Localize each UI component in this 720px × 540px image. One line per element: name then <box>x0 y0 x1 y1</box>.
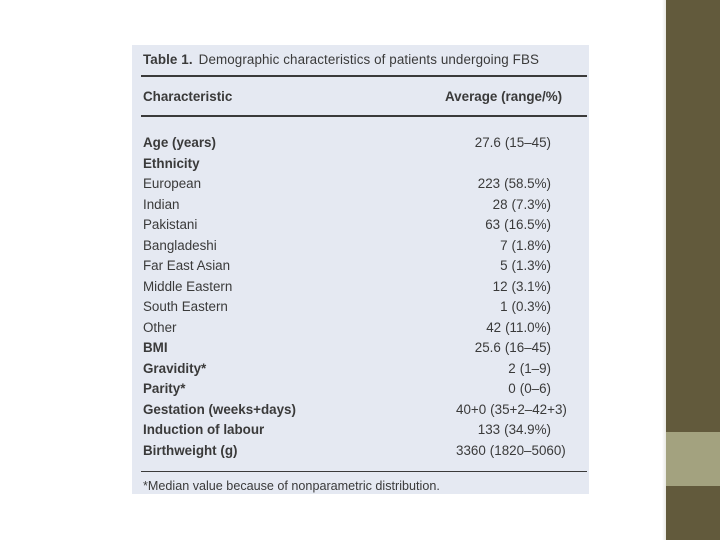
table-row: Other 42 (11.0%) <box>143 320 583 341</box>
table-image: Table 1. Demographic characteristics of p… <box>132 45 589 494</box>
row-average: 63 <box>485 217 501 232</box>
slide-sidebar-top <box>666 0 720 432</box>
table-row: Age (years) 27.6 (15–45) <box>143 135 583 156</box>
row-characteristic: Gravidity* <box>143 360 207 376</box>
row-characteristic: Indian <box>143 196 180 212</box>
row-value: 223 (58.5%) <box>456 176 551 191</box>
row-range: (34.9%) <box>504 422 551 437</box>
row-characteristic: Bangladeshi <box>143 237 217 253</box>
row-value <box>456 156 551 171</box>
row-range: (7.3%) <box>511 196 551 212</box>
row-characteristic: Ethnicity <box>143 155 200 171</box>
row-value: 133 (34.9%) <box>456 422 551 437</box>
row-average: 28 <box>492 196 508 212</box>
row-average: 27.6 <box>474 135 501 150</box>
slide-sidebar-accent <box>666 432 720 486</box>
row-range: (16–45) <box>504 340 551 355</box>
row-range: (35+2–42+3) <box>490 401 567 417</box>
row-characteristic: European <box>143 176 202 191</box>
row-characteristic: South Eastern <box>143 299 228 314</box>
row-characteristic: Other <box>143 319 177 335</box>
table-row: Birthweight (g) 3360 (1820–5060) <box>143 443 583 464</box>
row-value: 28 (7.3%) <box>456 197 551 212</box>
row-value: 3360 (1820–5060) <box>456 442 566 458</box>
table-row: Gestation (weeks+days) 40+0 (35+2–42+3) <box>143 402 583 423</box>
title-rule <box>141 75 587 77</box>
row-value: 12 (3.1%) <box>456 279 551 294</box>
row-average: 5 <box>500 258 508 273</box>
row-average: 3360 <box>456 442 486 458</box>
row-value: 1 (0.3%) <box>456 299 551 314</box>
table-row: Parity* 0 (0–6) <box>143 381 583 402</box>
table-row: Bangladeshi 7 (1.8%) <box>143 238 583 259</box>
table-row: Ethnicity <box>143 156 583 177</box>
row-range: (58.5%) <box>504 176 551 191</box>
row-average: 1 <box>500 299 508 314</box>
table-row: Far East Asian 5 (1.3%) <box>143 258 583 279</box>
row-range: (1.8%) <box>511 237 551 253</box>
row-average: 40+0 <box>456 401 487 417</box>
row-characteristic: Parity* <box>143 381 186 396</box>
row-average: 0 <box>508 381 516 396</box>
row-value: 7 (1.8%) <box>456 238 551 253</box>
row-average: 42 <box>486 319 502 335</box>
row-range: (0.3%) <box>511 299 551 314</box>
header-rule <box>141 115 587 117</box>
row-value: 40+0 (35+2–42+3) <box>456 401 567 417</box>
row-range: (1–9) <box>519 360 551 376</box>
row-characteristic: BMI <box>143 340 168 355</box>
slide-sidebar-bottom <box>666 486 720 540</box>
bottom-rule <box>141 471 587 472</box>
table-title: Table 1. Demographic characteristics of p… <box>143 52 583 67</box>
row-range: (1.3%) <box>511 258 551 273</box>
row-range: (3.1%) <box>511 278 551 294</box>
table-footnote: *Median value because of nonparametric d… <box>143 479 440 493</box>
slide-edge-shadow <box>662 0 666 540</box>
row-range: (16.5%) <box>504 217 551 232</box>
row-value: 0 (0–6) <box>456 381 551 396</box>
row-average: 12 <box>492 278 508 294</box>
row-range: (0–6) <box>519 381 551 396</box>
row-average: 223 <box>477 176 501 191</box>
row-value: 2 (1–9) <box>456 361 551 376</box>
table-body: Age (years) 27.6 (15–45) Ethnicity European 2… <box>143 135 583 463</box>
row-range: (1820–5060) <box>489 442 566 458</box>
table-row: Middle Eastern 12 (3.1%) <box>143 279 583 300</box>
header-characteristic: Characteristic <box>143 89 233 104</box>
table-row: South Eastern 1 (0.3%) <box>143 299 583 320</box>
table-row: Pakistani 63 (16.5%) <box>143 217 583 238</box>
table-row: BMI 25.6 (16–45) <box>143 340 583 361</box>
table-row: Induction of labour 133 (34.9%) <box>143 422 583 443</box>
row-value: 27.6 (15–45) <box>456 135 551 150</box>
table-caption: Demographic characteristics of patients … <box>198 52 540 67</box>
row-range: (15–45) <box>504 135 551 150</box>
row-value: 42 (11.0%) <box>456 320 551 335</box>
row-characteristic: Age (years) <box>143 135 216 150</box>
table-row: Gravidity* 2 (1–9) <box>143 361 583 382</box>
row-value: 5 (1.3%) <box>456 258 551 273</box>
row-characteristic: Induction of labour <box>143 422 265 437</box>
row-average: 133 <box>477 422 501 437</box>
row-average: 2 <box>508 360 516 376</box>
row-characteristic: Pakistani <box>143 217 198 232</box>
table-label: Table 1. <box>143 52 193 67</box>
table-row: Indian 28 (7.3%) <box>143 197 583 218</box>
row-characteristic: Birthweight (g) <box>143 442 238 458</box>
table-row: European 223 (58.5%) <box>143 176 583 197</box>
row-average: 25.6 <box>474 340 501 355</box>
row-value: 63 (16.5%) <box>456 217 551 232</box>
row-range: (11.0%) <box>505 319 551 335</box>
row-characteristic: Middle Eastern <box>143 278 233 294</box>
row-characteristic: Far East Asian <box>143 258 231 273</box>
row-value: 25.6 (16–45) <box>456 340 551 355</box>
row-average: 7 <box>500 237 508 253</box>
row-characteristic: Gestation (weeks+days) <box>143 401 296 417</box>
header-value: Average (range/%) <box>445 89 563 104</box>
